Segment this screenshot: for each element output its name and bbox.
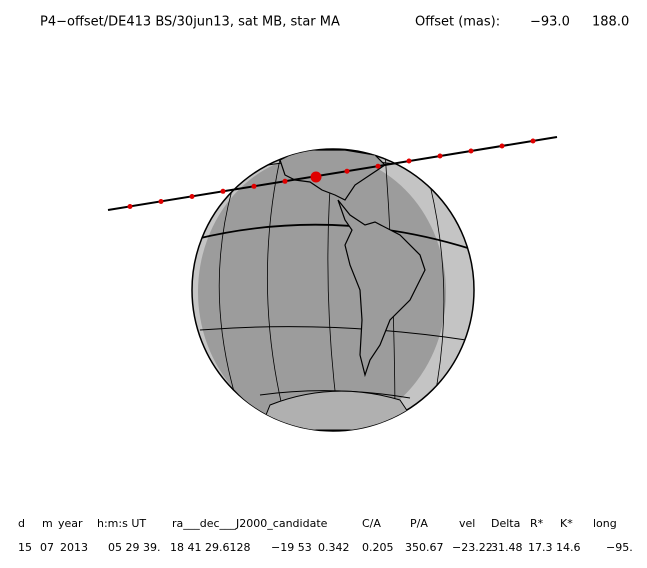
- column-header: long: [593, 517, 617, 530]
- shadow-track: [107, 136, 558, 211]
- table-cell: 0.342: [318, 541, 350, 554]
- table-cell: 0.205: [362, 541, 394, 554]
- globe: [191, 148, 475, 432]
- offset-value: 188.0: [592, 15, 629, 30]
- offset-value: −93.0: [530, 15, 570, 30]
- offset-label: Offset (mas):: [415, 15, 500, 30]
- table-cell: 14.6: [556, 541, 581, 554]
- column-header: P/A: [410, 517, 428, 530]
- column-header: m: [42, 517, 53, 530]
- column-header: d: [18, 517, 25, 530]
- column-header: K*: [560, 517, 573, 530]
- column-header: Delta: [491, 517, 520, 530]
- column-header: R*: [530, 517, 544, 530]
- table-cell: 31.48: [491, 541, 523, 554]
- table-cell: 15: [18, 541, 32, 554]
- table-cell: 2013: [60, 541, 88, 554]
- table-cell: −23.22: [452, 541, 493, 554]
- table-cell: 17.3: [528, 541, 553, 554]
- column-header: C/A: [362, 517, 381, 530]
- data-table: d m year h:m:s UT ra___dec___J2000_candidate…: [18, 517, 633, 554]
- table-cell: 05 29 39.: [108, 541, 160, 554]
- column-header: h:m:s UT: [97, 517, 146, 530]
- table-cell: 350.67: [405, 541, 444, 554]
- column-header: year: [58, 517, 83, 530]
- column-header: ra___dec___J2000_candidate: [172, 517, 328, 530]
- column-header: vel: [459, 517, 475, 530]
- table-cell: 07: [40, 541, 54, 554]
- table-cell: −19 53: [271, 541, 312, 554]
- table-cell: −95.: [606, 541, 633, 554]
- title: P4−offset/DE413 BS/30jun13, sat MB, star…: [40, 15, 340, 30]
- table-cell: 18 41 29.6128: [170, 541, 250, 554]
